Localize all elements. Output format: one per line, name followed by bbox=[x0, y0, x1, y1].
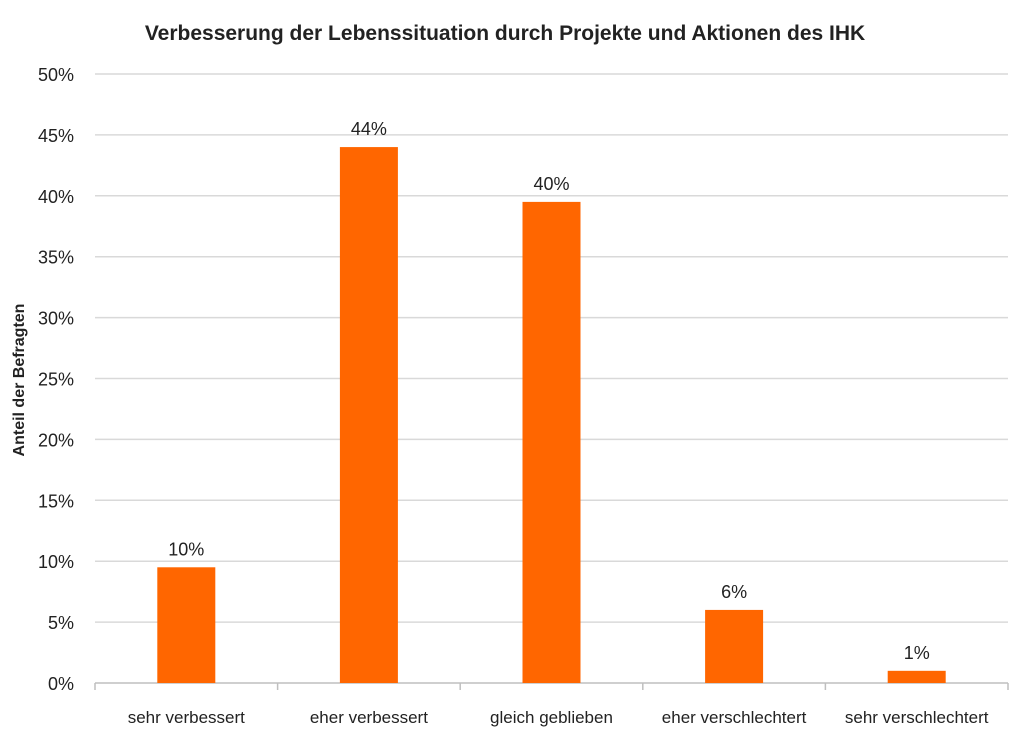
y-tick-label: 40% bbox=[38, 187, 74, 207]
bar bbox=[339, 147, 398, 683]
chart-title: Verbesserung der Lebenssituation durch P… bbox=[145, 22, 865, 45]
y-tick-label: 15% bbox=[38, 491, 74, 511]
bar bbox=[157, 567, 216, 683]
data-label: 10% bbox=[168, 539, 204, 559]
x-tick-label: eher verbessert bbox=[310, 708, 428, 727]
y-tick-label: 30% bbox=[38, 309, 74, 329]
data-label: 6% bbox=[721, 582, 747, 602]
y-tick-label: 50% bbox=[38, 65, 74, 85]
bar bbox=[522, 201, 581, 683]
data-label: 44% bbox=[351, 119, 387, 139]
y-tick-label: 35% bbox=[38, 248, 74, 268]
y-tick-label: 5% bbox=[48, 613, 74, 633]
bar bbox=[887, 670, 946, 683]
data-label: 1% bbox=[904, 643, 930, 663]
y-axis-label: Anteil der Befragten bbox=[11, 304, 28, 457]
y-tick-label: 20% bbox=[38, 430, 74, 450]
y-tick-label: 10% bbox=[38, 552, 74, 572]
y-tick-label: 0% bbox=[48, 674, 74, 694]
x-tick-label: gleich geblieben bbox=[490, 708, 613, 727]
bar bbox=[705, 609, 764, 683]
x-tick-label: sehr verbessert bbox=[128, 708, 245, 727]
x-tick-label: sehr verschlechtert bbox=[845, 708, 989, 727]
y-tick-label: 25% bbox=[38, 370, 74, 390]
x-tick-label: eher verschlechtert bbox=[662, 708, 807, 727]
data-label: 40% bbox=[533, 174, 569, 194]
y-tick-label: 45% bbox=[38, 126, 74, 146]
